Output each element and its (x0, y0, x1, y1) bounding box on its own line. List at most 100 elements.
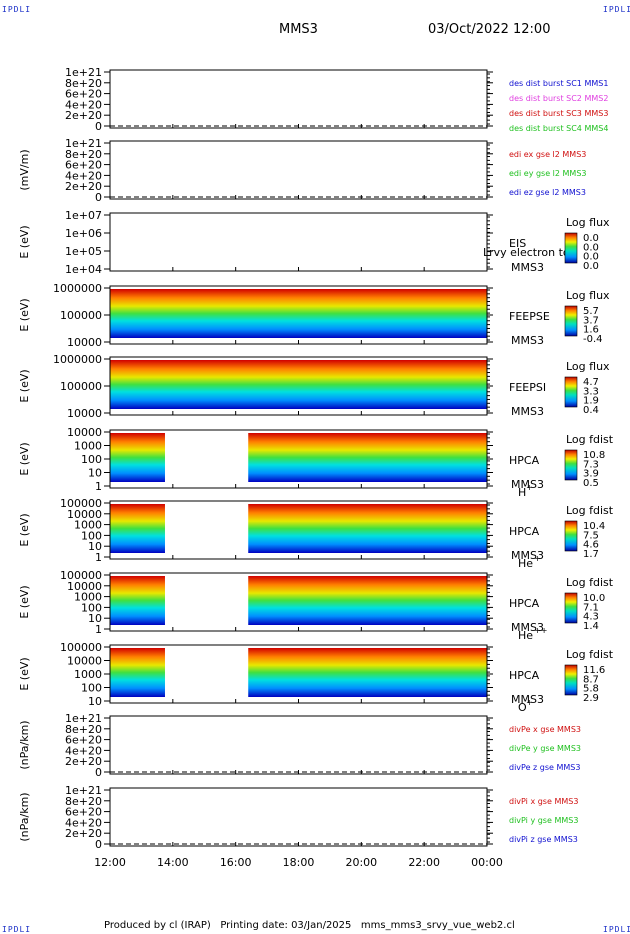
xtick-label: 22:00 (408, 856, 440, 869)
ytick-label: 100000 (60, 569, 102, 582)
colorbar-tick-label: 3.9 (583, 469, 599, 480)
ytick-label: 100 (81, 453, 102, 466)
y-axis-label: E (eV) (18, 225, 31, 258)
xtick-label: 14:00 (157, 856, 189, 869)
colorbar-tick-label: 8.7 (583, 674, 599, 685)
colorbar-tick-label: 10.4 (583, 521, 605, 532)
colorbar-title: Log fdist (566, 504, 614, 517)
panel-instrument-label: HPCA (509, 525, 540, 538)
panel-spacecraft-label: MMS3 (511, 261, 544, 274)
panel-instrument-label: FEEPSI (509, 381, 546, 394)
xtick-label: 00:00 (471, 856, 503, 869)
colorbar-tick-label: 10.0 (583, 593, 605, 604)
panel-instrument-label: EIS (509, 237, 526, 250)
colorbar-title: Log flux (566, 216, 610, 229)
legend-label: divPe z gse MMS3 (509, 763, 580, 772)
colorbar-tick-label: 10.8 (583, 450, 605, 461)
legend-label: divPi y gse MMS3 (509, 816, 578, 825)
ytick-label: 10000 (67, 336, 102, 349)
panel-instrument-label: HPCA (509, 597, 540, 610)
colorbar-tick-label: 7.1 (583, 602, 599, 613)
colorbar-tick-label: 0.0 (583, 261, 599, 272)
colorbar (564, 232, 578, 264)
species-charge-label: + (526, 483, 533, 492)
ytick-label: 1e+21 (65, 137, 102, 150)
ytick-label: 1 (95, 480, 102, 493)
colorbar-tick-label: 1.6 (583, 325, 599, 336)
ytick-label: 0 (95, 120, 102, 133)
ytick-label: 1000 (74, 519, 102, 532)
panel-spacecraft-label: MMS3 (511, 478, 544, 491)
ytick-label: 100000 (60, 380, 102, 393)
spacecraft-title: MMS3 (279, 22, 318, 37)
ytick-label: 10000 (67, 426, 102, 439)
colorbar-tick-label: 4.6 (583, 540, 599, 551)
panel-frame-9 (109, 715, 488, 775)
ytick-label: 2e+20 (65, 109, 102, 122)
panel-spacecraft-label: MMS3 (511, 405, 544, 418)
ytick-label: 4e+20 (65, 98, 102, 111)
ytick-label: 8e+20 (65, 77, 102, 90)
legend-label: edi ez gse l2 MMS3 (509, 188, 586, 197)
colorbar-tick-label: 5.7 (583, 306, 599, 317)
colorbar (564, 520, 578, 552)
colorbar-title: Log fdist (566, 648, 614, 661)
panel-instrument-label: HPCA (509, 669, 540, 682)
date-title: 03/Oct/2022 12:00 (428, 22, 551, 37)
legend-label: divPe y gse MMS3 (509, 744, 581, 753)
colorbar-tick-label: 0.0 (583, 233, 599, 244)
colorbar-tick-label: 0.0 (583, 252, 599, 263)
legend-label: divPe x gse MMS3 (509, 725, 581, 734)
colorbar-tick-label: 3.7 (583, 315, 599, 326)
colorbar-tick-label: 0.0 (583, 242, 599, 253)
ytick-label: 1e+05 (65, 245, 102, 258)
panel-spacecraft-label: MMS3 (511, 693, 544, 706)
species-charge-label: ++ (534, 626, 547, 635)
ytick-label: 10000 (67, 508, 102, 521)
ytick-label: 6e+20 (65, 159, 102, 172)
ytick-label: 100000 (60, 497, 102, 510)
panel-frame-0 (109, 69, 488, 129)
colorbar-tick-label: 5.8 (583, 684, 599, 695)
panel-frame-10 (109, 787, 488, 847)
ytick-label: 100 (81, 529, 102, 542)
y-axis-label: E (eV) (18, 657, 31, 690)
spectrogram-segment-5-1 (248, 433, 487, 482)
panel-frame-2 (109, 212, 488, 272)
ytick-label: 4e+20 (65, 169, 102, 182)
legend-label: edi ex gse l2 MMS3 (509, 150, 586, 159)
ytick-label: 100000 (60, 641, 102, 654)
panel-instrument-label: HPCA (509, 454, 540, 467)
y-axis-label: (nPa/km) (18, 720, 31, 769)
ytick-label: 4e+20 (65, 816, 102, 829)
colorbar-tick-label: 2.9 (583, 693, 599, 704)
ytick-label: 1e+21 (65, 66, 102, 79)
panel-spacecraft-label: MMS3 (511, 549, 544, 562)
colorbar-tick-label: 3.3 (583, 386, 599, 397)
ytick-label: 100 (81, 682, 102, 695)
ytick-label: 10000 (67, 407, 102, 420)
ytick-label: 10 (88, 695, 102, 708)
colorbar (564, 376, 578, 408)
y-axis-label: E (eV) (18, 513, 31, 546)
ytick-label: 1000 (74, 591, 102, 604)
ytick-label: 1000000 (53, 353, 102, 366)
colorbar-tick-label: 0.4 (583, 405, 599, 416)
spectrogram-segment-8-1 (248, 648, 487, 697)
ytick-label: 8e+20 (65, 723, 102, 736)
colorbar-tick-label: 1.9 (583, 396, 599, 407)
panel-extra-label: Lrvy electron to (483, 246, 570, 259)
ytick-label: 1000 (74, 668, 102, 681)
species-label: O (518, 701, 527, 714)
spectrogram-segment-3-0 (110, 289, 487, 338)
colorbar (564, 449, 578, 481)
xtick-label: 20:00 (345, 856, 377, 869)
y-axis-label: (nPa/km) (18, 792, 31, 841)
spectrogram-segment-8-0 (110, 648, 165, 697)
panel-frame-1 (109, 140, 488, 200)
colorbar-tick-label: 4.7 (583, 377, 599, 388)
colorbar-tick-label: 0.5 (583, 478, 599, 489)
legend-label: des dist burst SC2 MMS2 (509, 94, 608, 103)
ytick-label: 10000 (67, 580, 102, 593)
